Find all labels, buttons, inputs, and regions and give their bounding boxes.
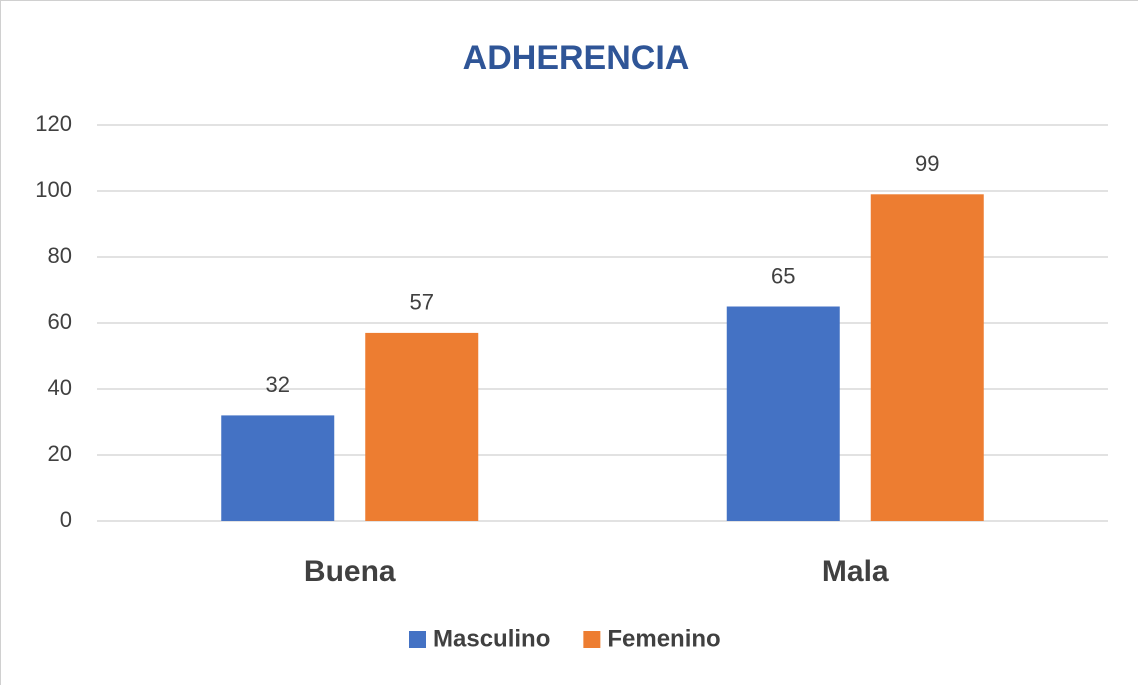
- data-label: 57: [410, 290, 434, 315]
- x-tick-label: Mala: [822, 555, 889, 588]
- legend-swatch: [409, 631, 426, 648]
- legend-label: Masculino: [433, 625, 550, 652]
- legend-label: Femenino: [607, 625, 720, 652]
- y-tick-label: 120: [35, 111, 72, 136]
- x-tick-label: Buena: [304, 555, 396, 588]
- bar: [221, 415, 335, 521]
- bar: [365, 332, 479, 521]
- y-tick-label: 100: [35, 177, 72, 202]
- data-label: 65: [771, 263, 795, 288]
- y-tick-label: 60: [48, 309, 72, 334]
- bar: [726, 306, 840, 521]
- bar: [870, 194, 984, 522]
- y-tick-label: 40: [48, 375, 72, 400]
- legend-swatch: [583, 631, 601, 648]
- y-tick-label: 20: [48, 441, 72, 466]
- data-label: 32: [266, 372, 290, 397]
- chart-title: ADHERENCIA: [463, 39, 690, 77]
- y-tick-label: 80: [48, 243, 72, 268]
- y-tick-label: 0: [60, 507, 72, 532]
- data-label: 99: [915, 151, 939, 176]
